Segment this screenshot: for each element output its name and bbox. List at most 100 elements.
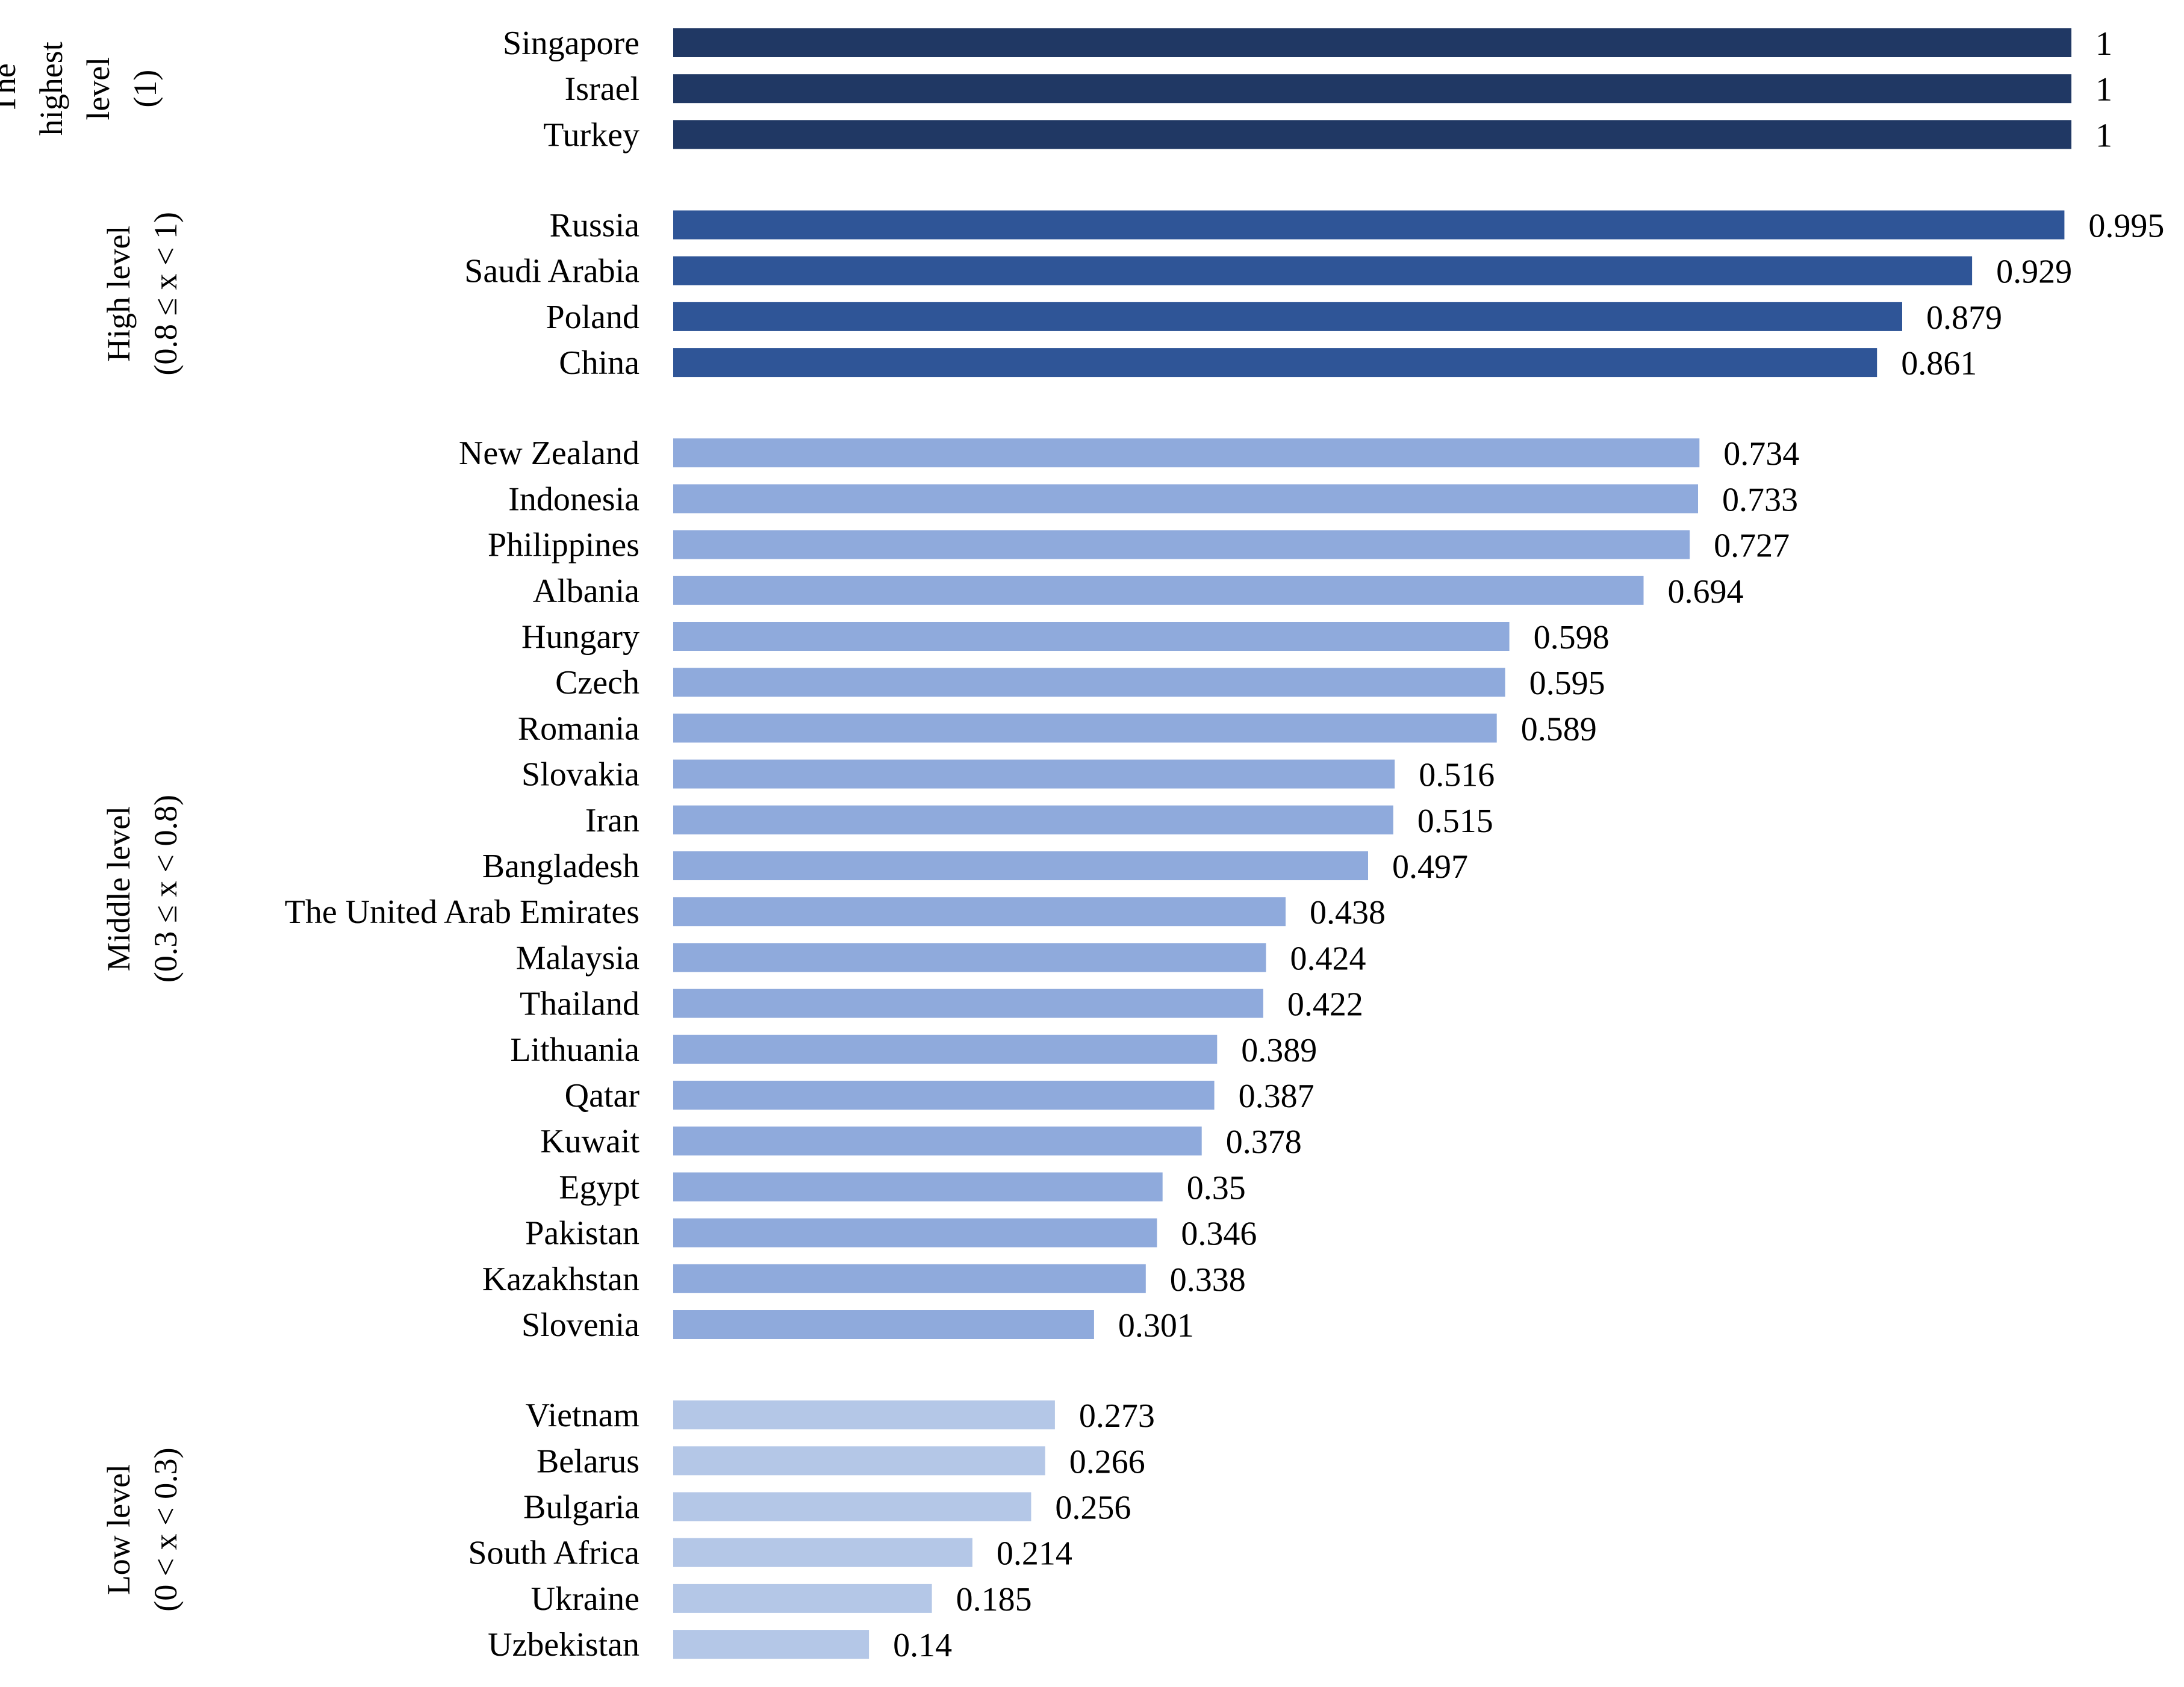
group-label-middle: Middle level <box>101 806 137 971</box>
category-label: Bangladesh <box>482 848 639 885</box>
category-label: Russia <box>550 207 639 244</box>
value-label: 0.734 <box>1723 435 1799 473</box>
value-label: 0.598 <box>1534 619 1610 656</box>
bar-singapore <box>673 28 2071 57</box>
bar-belarus <box>673 1446 1045 1476</box>
value-label: 0.35 <box>1187 1169 1246 1207</box>
category-label: The United Arab Emirates <box>285 893 639 931</box>
bar-romania <box>673 713 1497 743</box>
value-label: 0.256 <box>1055 1490 1131 1527</box>
value-label: 0.346 <box>1181 1216 1257 1253</box>
value-label: 0.422 <box>1287 986 1363 1024</box>
bar-bangladesh <box>673 851 1368 880</box>
category-label: Albania <box>533 573 639 610</box>
category-label: Slovenia <box>521 1306 639 1344</box>
value-label: 0.338 <box>1170 1261 1246 1299</box>
bar-turkey <box>673 120 2071 149</box>
bar-china <box>673 348 1878 377</box>
category-label: Pakistan <box>525 1215 639 1252</box>
category-label: Romania <box>518 710 639 747</box>
value-label: 0.861 <box>1901 345 1977 382</box>
category-label: Uzbekistan <box>488 1626 639 1664</box>
value-label: 0.733 <box>1722 481 1798 518</box>
value-label: 0.515 <box>1417 803 1493 840</box>
value-label: 0.438 <box>1310 894 1386 931</box>
category-label: Singapore <box>503 25 639 62</box>
category-label: Indonesia <box>508 480 639 518</box>
value-label: 0.389 <box>1241 1032 1317 1069</box>
category-label: New Zealand <box>459 435 639 472</box>
bar-hungary <box>673 622 1510 651</box>
bar-south-africa <box>673 1538 972 1567</box>
category-label: Israel <box>565 70 639 108</box>
group-label-highest: The <box>0 63 22 114</box>
bar-israel <box>673 74 2071 104</box>
value-label: 0.185 <box>956 1581 1032 1618</box>
category-label: Poland <box>546 299 639 336</box>
value-label: 0.14 <box>893 1627 952 1664</box>
bar-ukraine <box>673 1583 932 1613</box>
value-label: 0.727 <box>1714 527 1790 565</box>
bar-czech <box>673 668 1505 697</box>
value-label: 0.424 <box>1290 940 1366 977</box>
bar-qatar <box>673 1081 1215 1110</box>
bar-saudi-arabia <box>673 256 1973 285</box>
bar-thailand <box>673 989 1263 1018</box>
category-label: Malaysia <box>516 939 639 977</box>
category-label: Kazakhstan <box>482 1261 639 1298</box>
bar-egypt <box>673 1172 1163 1202</box>
category-label: Thailand <box>520 986 639 1023</box>
group-label-highest: highest <box>33 42 69 135</box>
value-label: 0.995 <box>2088 208 2164 245</box>
bar-slovakia <box>673 759 1395 789</box>
category-label: Saudi Arabia <box>464 253 639 290</box>
category-label: Qatar <box>565 1077 640 1114</box>
value-label: 1 <box>2095 25 2112 63</box>
bar-indonesia <box>673 484 1698 514</box>
group-label-middle: (0.3 ≤ x < 0.8) <box>148 795 184 983</box>
group-label-low: (0 < x < 0.3) <box>148 1447 184 1611</box>
group-label-low: Low level <box>101 1464 137 1595</box>
bar-russia <box>673 210 2065 240</box>
bar-pakistan <box>673 1218 1157 1247</box>
value-label: 0.266 <box>1069 1443 1145 1480</box>
category-label: Turkey <box>543 116 639 154</box>
category-label: Vietnam <box>526 1397 639 1434</box>
bar-philippines <box>673 530 1690 559</box>
bar-kazakhstan <box>673 1264 1146 1293</box>
category-label: Ukraine <box>531 1580 639 1618</box>
value-label: 0.595 <box>1529 665 1605 702</box>
category-label: China <box>559 344 639 382</box>
group-label-high: (0.8 ≤ x < 1) <box>148 212 184 376</box>
value-label: 0.929 <box>1996 253 2072 291</box>
value-label: 0.301 <box>1118 1307 1194 1344</box>
value-label: 0.497 <box>1392 848 1468 886</box>
category-label: Belarus <box>537 1443 639 1480</box>
category-label: Bulgaria <box>523 1489 639 1526</box>
bar-slovenia <box>673 1310 1094 1339</box>
bar-the-united-arab-emirates <box>673 897 1286 927</box>
category-label: Hungary <box>521 618 639 656</box>
value-label: 0.387 <box>1239 1078 1314 1115</box>
value-label: 0.214 <box>997 1535 1072 1573</box>
value-label: 0.879 <box>1926 299 2002 337</box>
category-label: Lithuania <box>510 1031 639 1069</box>
category-label: South Africa <box>468 1535 639 1572</box>
bar-poland <box>673 302 1902 331</box>
category-label: Egypt <box>559 1169 639 1206</box>
value-label: 0.589 <box>1521 710 1597 748</box>
bar-albania <box>673 576 1644 605</box>
value-label: 1 <box>2095 71 2112 108</box>
value-label: 0.378 <box>1226 1123 1302 1161</box>
bar-lithuania <box>673 1034 1218 1064</box>
category-label: Philippines <box>488 527 639 564</box>
group-label-high: High level <box>101 226 137 362</box>
category-label: Slovakia <box>521 756 639 794</box>
bar-vietnam <box>673 1400 1055 1430</box>
value-label: 0.516 <box>1419 757 1495 794</box>
value-label: 0.694 <box>1668 573 1744 610</box>
bar-malaysia <box>673 943 1266 972</box>
bar-new-zealand <box>673 438 1700 468</box>
bar-uzbekistan <box>673 1630 870 1659</box>
